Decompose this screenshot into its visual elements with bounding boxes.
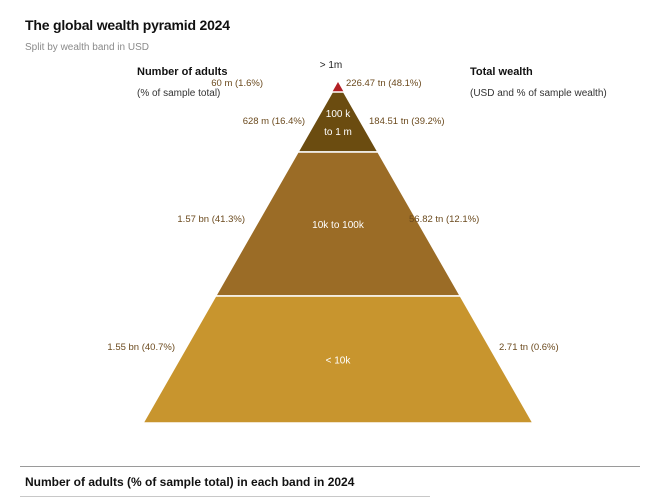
section-underline — [20, 496, 430, 497]
chart-title: The global wealth pyramid 2024 — [25, 17, 230, 33]
band-over-1m — [332, 82, 344, 92]
band-100k-to-1m — [296, 91, 380, 153]
band-label-100k-to-1m: to 1 m — [324, 127, 352, 138]
section-heading: Number of adults (% of sample total) in … — [25, 475, 355, 489]
wealth-value-100k-to-1m: 184.51 tn (39.2%) — [369, 116, 445, 127]
section-divider — [20, 466, 640, 467]
adults-column-subtitle: (% of sample total) — [137, 88, 221, 99]
adults-value-over-1m: 60 m (1.6%) — [211, 78, 263, 89]
wealth-value-10k-to-100k: 56.82 tn (12.1%) — [409, 214, 479, 225]
wealth-value-under-10k: 2.71 tn (0.6%) — [499, 342, 559, 353]
wealth-column-title: Total wealth — [470, 66, 533, 78]
adults-value-under-10k: 1.55 bn (40.7%) — [107, 342, 175, 353]
band-label-10k-to-100k: 10k to 100k — [312, 220, 365, 231]
band-label-100k-to-1m: 100 k — [326, 109, 351, 120]
adults-value-100k-to-1m: 628 m (16.4%) — [243, 116, 305, 127]
adults-value-10k-to-100k: 1.57 bn (41.3%) — [177, 214, 245, 225]
band-label-under-10k: < 10k — [326, 356, 352, 367]
band-label-over-1m: > 1m — [320, 60, 343, 71]
band-under-10k — [141, 295, 535, 424]
wealth-value-over-1m: 226.47 tn (48.1%) — [346, 78, 422, 89]
adults-column-title: Number of adults — [137, 66, 228, 78]
chart-subtitle: Split by wealth band in USD — [25, 42, 149, 53]
wealth-column-subtitle: (USD and % of sample wealth) — [470, 88, 607, 99]
